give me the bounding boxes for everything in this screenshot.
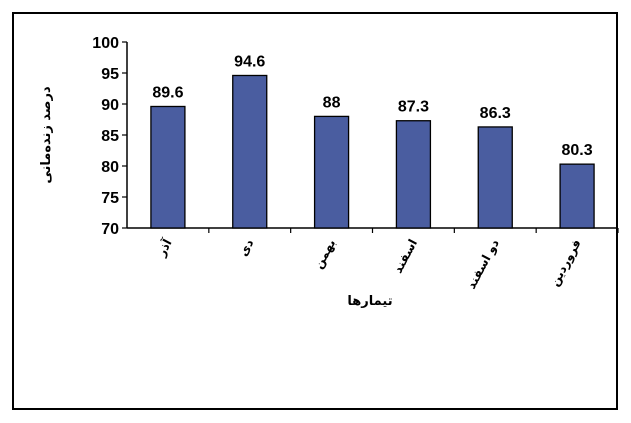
y-axis-title: درصد زنده‌مانی — [39, 86, 54, 184]
y-tick-label: 75 — [101, 190, 119, 207]
y-tick-labels: 100 95 90 85 80 75 70 — [92, 35, 119, 238]
bars — [150, 74, 595, 229]
y-tick-label: 90 — [101, 97, 119, 114]
bar — [559, 163, 595, 229]
data-label: 80.3 — [562, 142, 593, 159]
category-label: دو اسفند — [464, 237, 503, 292]
y-tick-label: 70 — [101, 221, 119, 238]
bar — [150, 105, 186, 229]
y-tick-label: 85 — [101, 128, 119, 145]
y-tick-label: 80 — [101, 159, 119, 176]
data-label: 88 — [323, 94, 341, 111]
category-label: آذر — [153, 236, 175, 260]
category-label: اسفند — [391, 237, 420, 276]
data-label: 94.6 — [234, 53, 265, 70]
category-label: بهمن — [311, 237, 338, 271]
bar — [477, 126, 513, 229]
data-label: 86.3 — [480, 105, 511, 122]
category-label: فروردین — [547, 237, 584, 289]
category-labels: آذر دی بهمن اسفند دو اسفند فروردین — [153, 236, 585, 292]
x-axis-title: تیمارها — [347, 294, 392, 309]
bar — [313, 115, 350, 229]
y-tick-label: 95 — [101, 66, 119, 83]
y-tick-label: 100 — [92, 35, 119, 52]
bar — [232, 74, 268, 229]
category-label: دی — [236, 237, 256, 259]
axes — [122, 41, 619, 233]
bar — [395, 120, 432, 229]
data-label: 87.3 — [398, 99, 429, 116]
data-labels: 89.6 94.6 88 87.3 86.3 80.3 — [152, 53, 592, 159]
data-label: 89.6 — [152, 84, 183, 101]
